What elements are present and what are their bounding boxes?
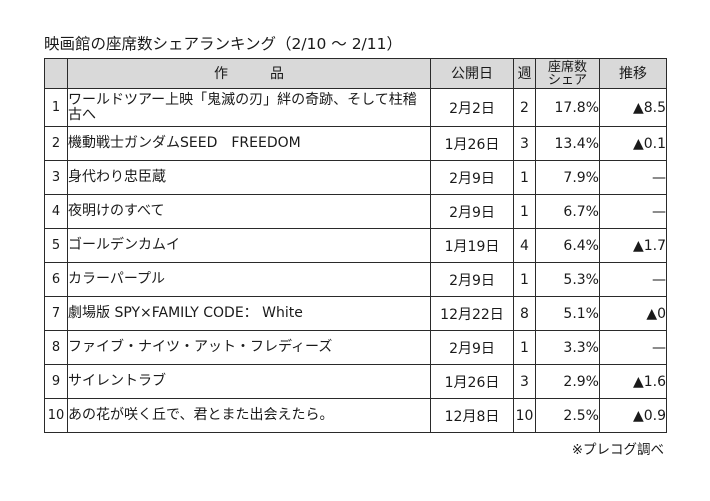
title-cell: あの花が咲く丘で、君とまた出会えたら。 <box>67 398 431 433</box>
change-cell: ▲1.7 <box>599 228 667 263</box>
rank-cell: 9 <box>44 364 68 399</box>
header-title-char: 品 <box>270 65 284 82</box>
share-cell: 17.8% <box>535 88 600 127</box>
rank-cell: 3 <box>44 160 68 195</box>
table-row: 6 カラーパープル 2月9日 1 5.3% — <box>44 262 667 297</box>
title-cell: ゴールデンカムイ <box>67 228 431 263</box>
rank-cell: 7 <box>44 296 68 331</box>
title-cell: 機動戦士ガンダムSEED FREEDOM <box>67 126 431 161</box>
header-share: 座席数 シェア <box>535 58 600 89</box>
share-cell: 5.1% <box>535 296 600 331</box>
change-cell: — <box>599 262 667 297</box>
week-cell: 1 <box>513 194 536 229</box>
table-row: 9 サイレントラブ 1月26日 3 2.9% ▲1.6 <box>44 364 667 399</box>
share-cell: 7.9% <box>535 160 600 195</box>
title-cell: 劇場版 SPY×FAMILY CODE： White <box>67 296 431 331</box>
rank-cell: 1 <box>44 88 68 127</box>
change-cell: ▲0.9 <box>599 398 667 433</box>
week-cell: 1 <box>513 262 536 297</box>
week-cell: 2 <box>513 88 536 127</box>
change-cell: — <box>599 160 667 195</box>
title-cell: ファイブ・ナイツ・アット・フレディーズ <box>67 330 431 365</box>
release-cell: 1月26日 <box>430 126 514 161</box>
share-cell: 6.7% <box>535 194 600 229</box>
header-share-line1: 座席数 <box>547 59 587 75</box>
header-title-char: 作 <box>214 65 228 82</box>
release-cell: 12月22日 <box>430 296 514 331</box>
header-release: 公開日 <box>430 58 514 89</box>
rank-cell: 10 <box>44 398 68 433</box>
week-cell: 4 <box>513 228 536 263</box>
change-cell: — <box>599 194 667 229</box>
change-cell: ▲1.6 <box>599 364 667 399</box>
rank-cell: 4 <box>44 194 68 229</box>
week-cell: 1 <box>513 160 536 195</box>
title-cell: サイレントラブ <box>67 364 431 399</box>
week-cell: 8 <box>513 296 536 331</box>
release-cell: 2月9日 <box>430 160 514 195</box>
header-change: 推移 <box>599 58 667 89</box>
share-cell: 3.3% <box>535 330 600 365</box>
share-cell: 2.9% <box>535 364 600 399</box>
share-cell: 2.5% <box>535 398 600 433</box>
week-cell: 10 <box>513 398 536 433</box>
release-cell: 1月26日 <box>430 364 514 399</box>
header-share-line2: シェア <box>547 72 587 88</box>
share-cell: 6.4% <box>535 228 600 263</box>
release-cell: 2月9日 <box>430 262 514 297</box>
header-rank <box>44 58 68 89</box>
change-cell: — <box>599 330 667 365</box>
week-cell: 1 <box>513 330 536 365</box>
change-cell: ▲0 <box>599 296 667 331</box>
source-note: ※プレコグ調べ <box>571 442 664 458</box>
title-cell: カラーパープル <box>67 262 431 297</box>
rank-cell: 2 <box>44 126 68 161</box>
title-cell: 夜明けのすべて <box>67 194 431 229</box>
title-cell: ワールドツアー上映「鬼滅の刃」絆の奇跡、そして柱稽古へ <box>67 88 431 127</box>
ranking-table: 作品 公開日 週 座席数 シェア 推移 1 ワールドツアー上映「鬼滅の刃」絆の奇… <box>44 58 667 433</box>
title-cell: 身代わり忠臣蔵 <box>67 160 431 195</box>
table-row: 8 ファイブ・ナイツ・アット・フレディーズ 2月9日 1 3.3% — <box>44 330 667 365</box>
release-cell: 2月9日 <box>430 194 514 229</box>
table-row: 10 あの花が咲く丘で、君とまた出会えたら。 12月8日 10 2.5% ▲0.… <box>44 398 667 433</box>
table-row: 2 機動戦士ガンダムSEED FREEDOM 1月26日 3 13.4% ▲0.… <box>44 126 667 161</box>
rank-cell: 6 <box>44 262 68 297</box>
rank-cell: 8 <box>44 330 68 365</box>
table-row: 7 劇場版 SPY×FAMILY CODE： White 12月22日 8 5.… <box>44 296 667 331</box>
release-cell: 2月2日 <box>430 88 514 127</box>
release-cell: 2月9日 <box>430 330 514 365</box>
table-row: 3 身代わり忠臣蔵 2月9日 1 7.9% — <box>44 160 667 195</box>
table-header-row: 作品 公開日 週 座席数 シェア 推移 <box>44 58 667 89</box>
release-cell: 12月8日 <box>430 398 514 433</box>
header-title: 作品 <box>67 58 431 89</box>
share-cell: 5.3% <box>535 262 600 297</box>
table-row: 5 ゴールデンカムイ 1月19日 4 6.4% ▲1.7 <box>44 228 667 263</box>
table-row: 1 ワールドツアー上映「鬼滅の刃」絆の奇跡、そして柱稽古へ 2月2日 2 17.… <box>44 88 667 127</box>
change-cell: ▲8.5 <box>599 88 667 127</box>
page-title: 映画館の座席数シェアランキング（2/10 ～ 2/11） <box>44 35 403 53</box>
rank-cell: 5 <box>44 228 68 263</box>
share-cell: 13.4% <box>535 126 600 161</box>
week-cell: 3 <box>513 126 536 161</box>
change-cell: ▲0.1 <box>599 126 667 161</box>
header-week: 週 <box>513 58 536 89</box>
week-cell: 3 <box>513 364 536 399</box>
table-row: 4 夜明けのすべて 2月9日 1 6.7% — <box>44 194 667 229</box>
release-cell: 1月19日 <box>430 228 514 263</box>
